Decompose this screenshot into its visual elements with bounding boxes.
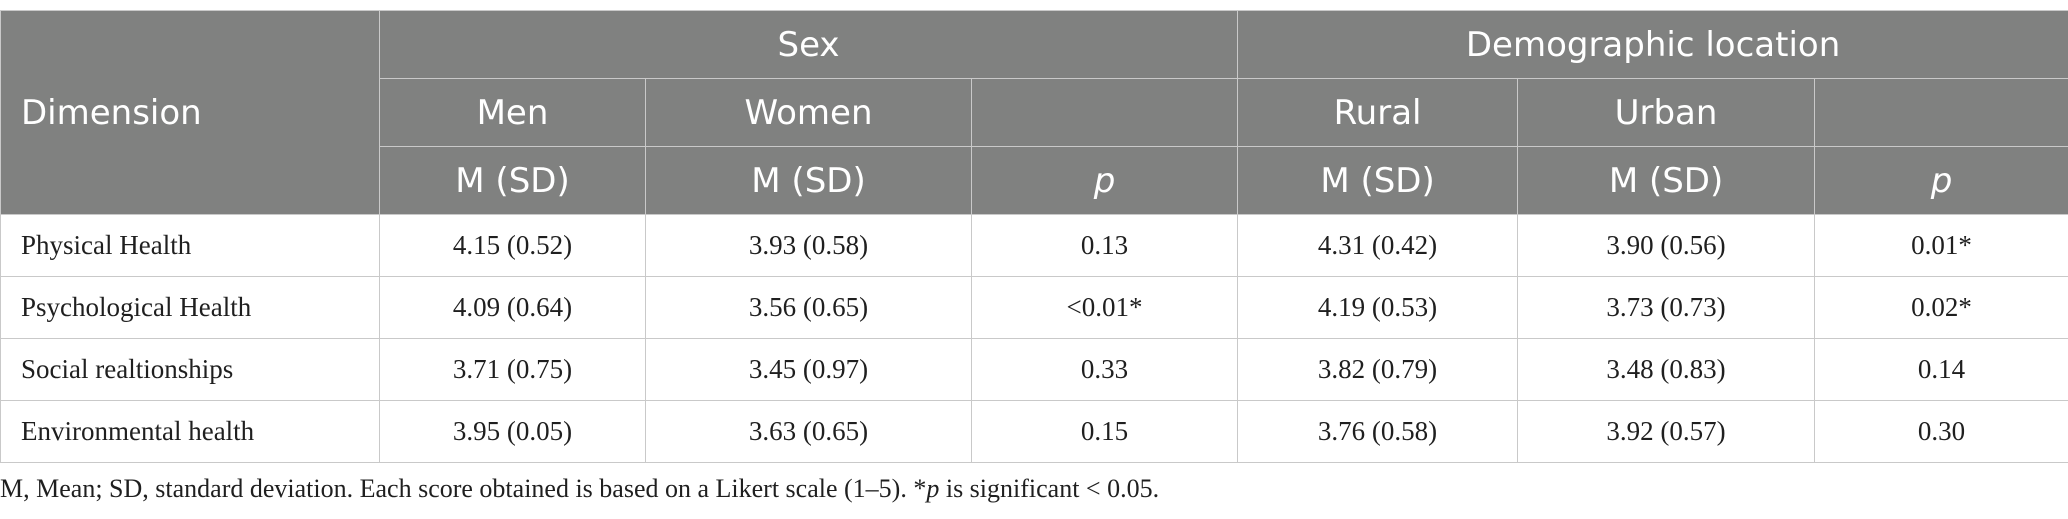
header-group-location: Demographic location [1237,10,2068,79]
cell-women: 3.56 (0.65) [645,276,972,339]
header-urban: Urban [1517,78,1816,147]
header-urban-msd: M (SD) [1517,146,1816,215]
table-row: Environmental health 3.95 (0.05) 3.63 (0… [0,400,2068,463]
header-p-sex: p [970,146,1239,215]
cell-men: 4.09 (0.64) [379,276,646,339]
header-men-msd: M (SD) [379,146,646,215]
table-header: Dimension Sex Demographic location Men W… [0,10,2068,215]
cell-dimension: Social realtionships [0,338,380,401]
header-rural-msd: M (SD) [1237,146,1519,215]
cell-p-location: 0.02* [1814,276,2068,339]
header-row-groups: Dimension Sex Demographic location [0,10,2068,215]
header-p-location: p [1814,146,2068,215]
footnote-p: p [926,474,940,503]
cell-p-location: 0.14 [1814,338,2068,401]
header-rural: Rural [1237,78,1519,147]
footnote-text-end: is significant < 0.05. [939,474,1160,503]
table-footnote: M, Mean; SD, standard deviation. Each sc… [0,474,1159,504]
table-container: Dimension Sex Demographic location Men W… [0,10,2068,463]
table-row: Physical Health 4.15 (0.52) 3.93 (0.58) … [0,214,2068,277]
header-group-sex: Sex [378,10,1239,79]
header-women-msd: M (SD) [645,146,972,215]
cell-dimension: Environmental health [0,400,380,463]
cell-rural: 4.19 (0.53) [1237,276,1519,339]
cell-men: 4.15 (0.52) [379,214,646,277]
cell-p-sex: 0.15 [970,400,1239,463]
cell-women: 3.45 (0.97) [645,338,972,401]
cell-p-location: 0.01* [1814,214,2068,277]
cell-rural: 4.31 (0.42) [1237,214,1519,277]
cell-dimension: Psychological Health [0,276,380,339]
results-table: Dimension Sex Demographic location Men W… [0,10,2068,463]
header-women: Women [645,78,972,147]
cell-rural: 3.82 (0.79) [1237,338,1519,401]
cell-urban: 3.73 (0.73) [1517,276,1816,339]
cell-p-sex: 0.33 [970,338,1239,401]
cell-urban: 3.90 (0.56) [1517,214,1816,277]
table-row: Psychological Health 4.09 (0.64) 3.56 (0… [0,276,2068,339]
cell-urban: 3.92 (0.57) [1517,400,1816,463]
cell-p-sex: 0.13 [970,214,1239,277]
cell-women: 3.63 (0.65) [645,400,972,463]
cell-p-sex: <0.01* [970,276,1239,339]
cell-dimension: Physical Health [0,214,380,277]
cell-men: 3.95 (0.05) [379,400,646,463]
cell-rural: 3.76 (0.58) [1237,400,1519,463]
footnote-text: M, Mean; SD, standard deviation. Each sc… [0,474,927,503]
header-dimension: Dimension [0,10,380,215]
header-empty-sex [970,78,1239,147]
cell-men: 3.71 (0.75) [379,338,646,401]
header-empty-location [1814,78,2068,147]
table-row: Social realtionships 3.71 (0.75) 3.45 (0… [0,338,2068,401]
cell-women: 3.93 (0.58) [645,214,972,277]
table-body: Physical Health 4.15 (0.52) 3.93 (0.58) … [0,214,2068,463]
cell-p-location: 0.30 [1814,400,2068,463]
header-row-subgroups: Men Women Rural Urban [1,78,2068,147]
header-men: Men [379,78,646,147]
header-row-stats: M (SD) M (SD) p M (SD) M (SD) p [1,146,2068,215]
cell-urban: 3.48 (0.83) [1517,338,1816,401]
